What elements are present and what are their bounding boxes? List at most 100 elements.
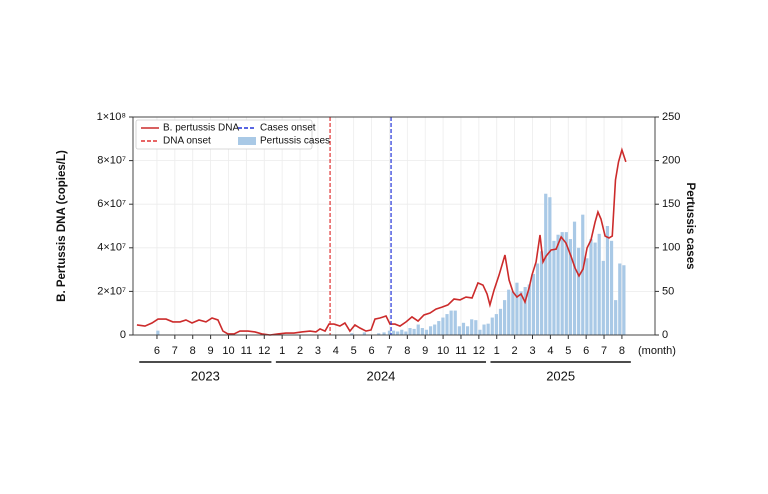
bar (490, 317, 494, 335)
bar (605, 226, 610, 335)
bar (391, 330, 396, 335)
bar (478, 329, 482, 335)
bar (548, 197, 552, 335)
x-tick-label: 2 (512, 345, 518, 357)
x-tick-label: 4 (547, 345, 553, 357)
bar (428, 326, 433, 335)
x-tick-label: 4 (333, 345, 339, 357)
x-tick-label: 8 (619, 345, 625, 357)
bar (535, 263, 540, 335)
bar (408, 328, 412, 335)
x-tick-label: 3 (315, 345, 321, 357)
x-tick-label: 5 (565, 345, 571, 357)
bar (544, 193, 548, 335)
x-axis-label: (month) (638, 345, 676, 357)
legend-label: Cases onset (260, 123, 316, 134)
bar (589, 239, 593, 335)
x-tick-label: 9 (422, 345, 428, 357)
bar (156, 330, 160, 335)
y-tick-label: 2×10⁷ (97, 285, 126, 297)
x-tick-label: 1 (279, 345, 285, 357)
x-tick-label: 2 (297, 345, 303, 357)
bar (581, 214, 585, 335)
bar (593, 242, 597, 335)
bar (494, 314, 498, 335)
legend-box (135, 119, 313, 150)
y2-tick-label: 150 (662, 198, 680, 210)
legend-label: Pertussis cases (260, 136, 330, 147)
bar (585, 258, 589, 335)
year-label: 2025 (546, 368, 575, 383)
y-tick-label: 0 (120, 329, 126, 341)
bar (412, 328, 416, 335)
y-axis-label: B. Pertussis DNA (copies/L) (56, 150, 68, 302)
x-tick-label: 9 (208, 345, 214, 357)
x-tick-label: 1 (494, 345, 500, 357)
year-label: 2023 (191, 368, 220, 383)
bar (424, 329, 429, 335)
bar (486, 323, 490, 335)
bar (568, 239, 573, 335)
y2-tick-label: 0 (662, 329, 668, 341)
bar (449, 310, 453, 335)
bar (560, 232, 564, 335)
x-tick-label: 10 (222, 345, 234, 357)
bar (457, 326, 461, 335)
bar (614, 300, 618, 335)
bar (507, 289, 511, 335)
y2-tick-label: 50 (662, 285, 674, 297)
x-tick-label: 6 (154, 345, 160, 357)
x-tick-label: 7 (172, 345, 178, 357)
bar (556, 234, 560, 335)
bar (445, 314, 449, 335)
x-tick-label: 7 (601, 345, 607, 357)
y-tick-label: 8×10⁷ (97, 155, 126, 167)
bar (523, 287, 527, 335)
bar (387, 330, 392, 335)
x-tick-label: 11 (241, 345, 252, 357)
bar (420, 328, 424, 335)
x-tick-label: 10 (437, 345, 449, 357)
bar (515, 282, 519, 335)
bar (482, 324, 486, 335)
y-tick-label: 6×10⁷ (97, 198, 126, 210)
bar (396, 331, 400, 335)
bar (577, 247, 581, 335)
data-line (136, 147, 627, 336)
x-tick-label: 8 (190, 345, 196, 357)
bar (437, 321, 441, 335)
bar (622, 265, 626, 335)
x-tick-label: 5 (351, 345, 357, 357)
bar (511, 291, 515, 335)
legend-label: DNA onset (163, 136, 211, 147)
bar (377, 333, 381, 335)
legend-swatch (238, 137, 256, 145)
legend-label: B. pertussis DNA (163, 123, 239, 134)
y-tick-label: 4×10⁷ (97, 242, 126, 254)
bar (470, 319, 474, 335)
y-tick-label: 1×10⁸ (97, 111, 126, 123)
x-tick-label: 3 (529, 345, 535, 357)
bar (503, 300, 507, 335)
bar (474, 320, 478, 335)
bar (564, 232, 568, 335)
bar (433, 324, 437, 335)
bar (540, 251, 544, 335)
bar (404, 331, 408, 335)
x-tick-label: 12 (258, 345, 270, 357)
bar (519, 291, 523, 335)
bar (400, 329, 404, 335)
y2-tick-label: 200 (662, 155, 680, 167)
bar (453, 310, 457, 335)
year-label: 2024 (366, 368, 395, 383)
y2-axis-label: Pertussis cases (684, 183, 696, 270)
x-tick-label: 8 (404, 345, 410, 357)
x-tick-label: 6 (368, 345, 374, 357)
bar (572, 221, 577, 335)
bar (618, 263, 622, 335)
bar (441, 317, 445, 335)
plot-frame (132, 116, 656, 336)
bar (527, 284, 531, 335)
bar (531, 273, 535, 335)
